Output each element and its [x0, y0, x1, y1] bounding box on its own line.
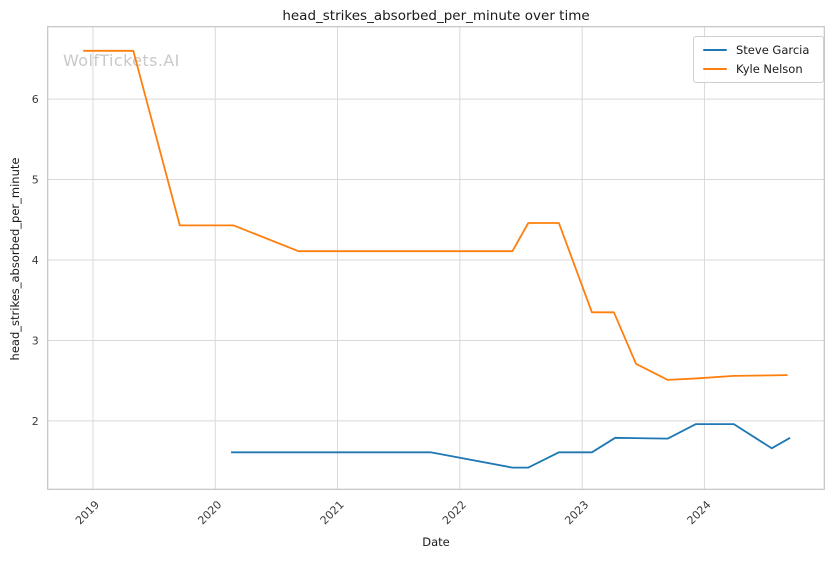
watermark: WolfTickets.AI — [63, 51, 180, 70]
y-tick-label: 5 — [32, 174, 39, 187]
x-tick-label: 2022 — [440, 498, 469, 527]
legend-label-kyle-nelson: Kyle Nelson — [736, 62, 803, 76]
chart-title: head_strikes_absorbed_per_minute over ti… — [282, 8, 590, 24]
legend: Steve Garcia Kyle Nelson — [693, 36, 824, 83]
x-tick-label: 2024 — [685, 498, 714, 527]
series-line-kyle-nelson — [83, 49, 788, 381]
x-axis-label: Date — [422, 535, 450, 549]
plot-frame — [47, 26, 825, 490]
legend-line-swatch-steve-garcia — [703, 48, 727, 52]
y-axis-label: head_strikes_absorbed_per_minute — [8, 157, 22, 361]
y-tick-label: 4 — [32, 254, 39, 267]
legend-entry-kyle-nelson: Kyle Nelson — [703, 62, 815, 76]
x-tick-label: 2019 — [73, 498, 102, 527]
legend-entry-steve-garcia: Steve Garcia — [703, 43, 815, 57]
series-line-steve-garcia — [231, 423, 791, 469]
legend-line-swatch-kyle-nelson — [703, 67, 727, 71]
y-tick-label: 3 — [32, 334, 39, 347]
x-tick-label: 2020 — [195, 498, 224, 527]
x-tick-label: 2021 — [318, 498, 347, 527]
legend-label-steve-garcia: Steve Garcia — [736, 43, 810, 57]
y-tick-label: 6 — [32, 93, 39, 106]
x-tick-label: 2023 — [562, 498, 591, 527]
y-tick-label: 2 — [32, 415, 39, 428]
